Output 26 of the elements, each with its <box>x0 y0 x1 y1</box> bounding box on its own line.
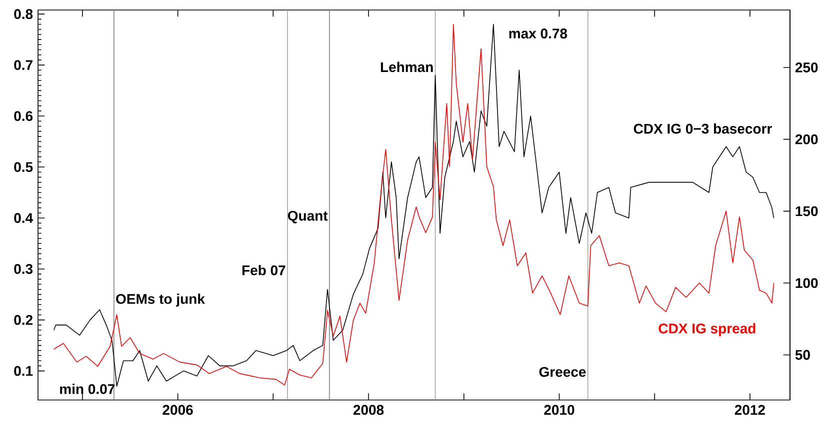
ref-line-label: Greece <box>539 366 586 377</box>
y2-tick-label: 150 <box>796 206 818 216</box>
annotation: min 0.07 <box>60 384 115 394</box>
ref-line-label: Quant <box>288 210 328 224</box>
x-tick-label: 2006 <box>162 404 193 415</box>
y-tick-label: 0.2 <box>14 315 33 325</box>
y-tick-label: 0.5 <box>14 162 33 172</box>
y-tick-label: 0.7 <box>14 60 32 70</box>
x-tick-label: 2010 <box>544 404 574 415</box>
y-tick-label: 0.8 <box>14 9 33 20</box>
y2-tick-label: 200 <box>795 134 818 144</box>
ref-line-label: Lehman <box>380 62 433 72</box>
y2-tick-label: 250 <box>795 62 818 72</box>
y2-tick-label: 100 <box>796 278 818 288</box>
ref-line-label: Feb 07 <box>242 264 286 276</box>
y-tick-label: 0.6 <box>14 111 33 121</box>
x-tick-label: 2008 <box>353 404 384 415</box>
annotation: max 0.78 <box>509 28 568 38</box>
y2-tick-label: 50 <box>795 350 810 360</box>
text: CDX IG 0−3 basecorr <box>634 123 772 134</box>
y-tick-label: 0.1 <box>14 366 33 376</box>
y-tick-label: 0.3 <box>14 264 33 274</box>
ref-line-label: OEMs to junk <box>116 294 205 307</box>
series-label: CDX IG spread <box>658 323 756 336</box>
y-tick-label: 0.4 <box>14 213 33 223</box>
x-tick-label: 2012 <box>734 404 765 415</box>
